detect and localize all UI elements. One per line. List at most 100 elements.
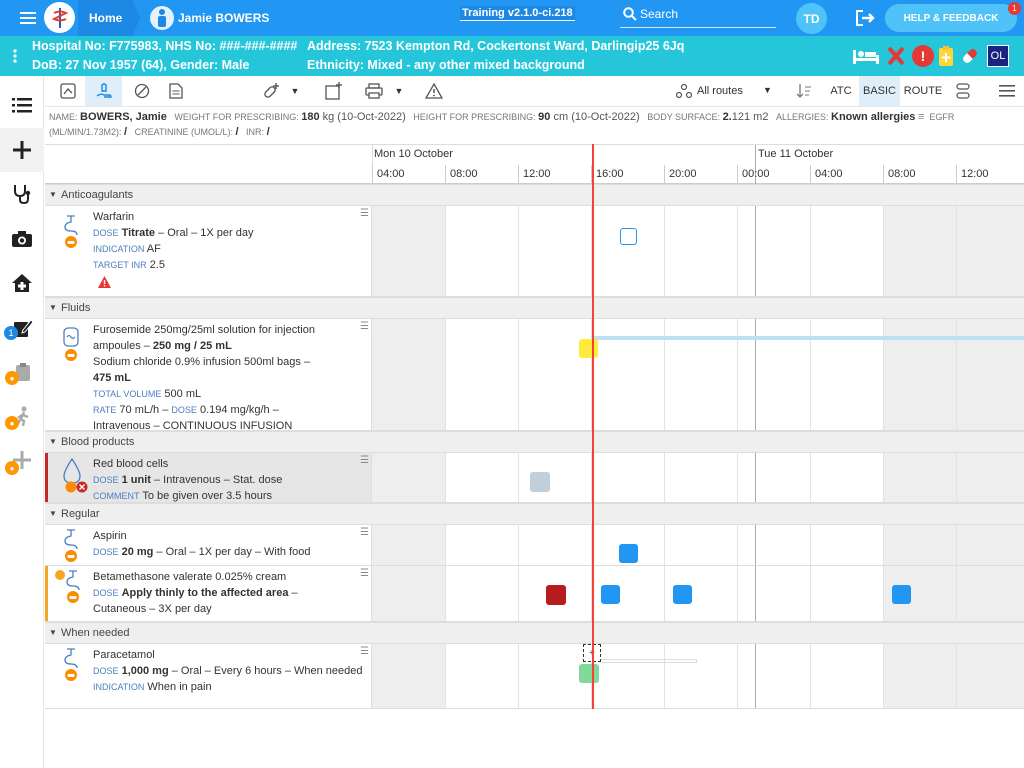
hour-tick <box>664 165 665 185</box>
grid-line <box>737 319 738 430</box>
volume-value: 500 mL <box>161 388 202 400</box>
view-document-icon[interactable] <box>159 76 193 106</box>
list-icon[interactable] <box>0 83 44 127</box>
allergies-list-icon[interactable]: ≡ <box>917 111 925 123</box>
section-blood-products[interactable]: ▼ Blood products <box>45 431 1024 453</box>
locked-walking-icon[interactable] <box>0 394 44 438</box>
locked-clipboard-icon[interactable] <box>0 350 44 394</box>
timeline-grid <box>372 453 1024 502</box>
tab-route[interactable]: ROUTE <box>903 85 943 97</box>
hamburger-menu-icon[interactable] <box>14 8 42 28</box>
routes-select[interactable]: All routes ▼ <box>695 76 787 106</box>
add-medication-icon[interactable] <box>257 76 285 106</box>
stat-dose-marker[interactable] <box>530 472 550 492</box>
tab-atc[interactable]: ATC <box>830 85 852 97</box>
scheduled-dose-marker[interactable] <box>892 585 911 604</box>
grid-line <box>737 644 738 708</box>
scheduled-dose-marker[interactable] <box>620 228 637 245</box>
search-input[interactable]: Search <box>620 4 776 28</box>
section-fluids[interactable]: ▼ Fluids <box>45 297 1024 319</box>
help-feedback-button[interactable]: HELP & FEEDBACK <box>885 4 1017 32</box>
lock-icon: ● <box>5 371 19 385</box>
logout-icon[interactable] <box>852 8 878 28</box>
top-bar: Home Jamie BOWERS Training v2.1.0-ci.218… <box>0 0 1024 36</box>
locked-add-icon[interactable] <box>0 438 44 482</box>
warning-triangle-icon[interactable] <box>97 275 111 289</box>
user-avatar[interactable]: TD <box>796 3 827 34</box>
hour-label: 20:00 <box>669 168 697 180</box>
med-row-aspirin[interactable]: Aspirin DOSE 20 mg – Oral – 1X per day –… <box>45 525 1024 566</box>
view-pill-icon[interactable] <box>125 76 159 106</box>
help-notification-badge: 1 <box>1008 2 1021 15</box>
infusion-start-marker[interactable] <box>579 339 598 358</box>
print-icon[interactable] <box>359 76 389 106</box>
hour-label: 16:00 <box>596 168 624 180</box>
row-menu-icon[interactable]: ☰ <box>360 568 369 579</box>
grid-line <box>518 525 519 565</box>
bed-icon[interactable] <box>851 45 881 67</box>
med-row-red-blood-cells[interactable]: Red blood cells DOSE 1 unit – Intravenou… <box>45 453 1024 503</box>
hour-label: 04:00 <box>815 168 843 180</box>
row-menu-icon[interactable]: ☰ <box>360 321 369 332</box>
section-title: When needed <box>61 627 130 639</box>
stethoscope-icon[interactable] <box>0 172 44 216</box>
dose-value: 1,000 mg <box>121 665 169 677</box>
group-icon[interactable] <box>951 76 975 106</box>
lock-icon: ● <box>5 461 19 475</box>
grid-line <box>664 319 665 430</box>
order-set-icon[interactable] <box>319 76 349 106</box>
collapse-caret-icon: ▼ <box>49 509 57 518</box>
add-icon[interactable] <box>0 128 44 172</box>
ol-badge[interactable]: OL <box>987 45 1009 67</box>
row-menu-icon[interactable]: ☰ <box>360 646 369 657</box>
egfr-value: / <box>124 126 128 138</box>
missed-dose-marker[interactable] <box>546 585 566 605</box>
view-hand-dose-icon[interactable] <box>85 76 122 106</box>
infusion-bar[interactable] <box>591 336 1024 340</box>
resuscitation-status-icon[interactable] <box>885 44 907 68</box>
menu-icon[interactable] <box>993 76 1021 106</box>
row-menu-icon[interactable]: ☰ <box>360 455 369 466</box>
pill-icon[interactable] <box>958 44 982 68</box>
warning-icon[interactable] <box>421 76 447 106</box>
row-menu-icon[interactable]: ☰ <box>360 527 369 538</box>
tab-basic[interactable]: BASIC <box>859 76 900 106</box>
home-breadcrumb[interactable]: Home <box>78 0 140 36</box>
grid-line <box>883 525 884 565</box>
day-divider <box>755 644 756 708</box>
indication-label: INDICATION <box>93 244 145 254</box>
med-row-warfarin[interactable]: Warfarin DOSE Titrate – Oral – 1X per da… <box>45 206 1024 297</box>
hour-label: 08:00 <box>450 168 478 180</box>
med-row-paracetamol[interactable]: Paracetamol DOSE 1,000 mg – Oral – Every… <box>45 644 1024 709</box>
allergies-value[interactable]: Known allergies <box>831 111 916 123</box>
sort-icon[interactable] <box>793 76 815 106</box>
section-when-needed[interactable]: ▼ When needed <box>45 622 1024 644</box>
night-shade <box>372 566 445 621</box>
clipboard-icon[interactable] <box>937 43 955 69</box>
add-medication-dropdown-icon[interactable]: ▼ <box>290 86 300 96</box>
scheduled-dose-marker[interactable] <box>673 585 692 604</box>
section-regular[interactable]: ▼ Regular <box>45 503 1024 525</box>
view-chart-icon[interactable] <box>51 76 85 106</box>
medication-chart: Mon 10 October Tue 11 October 04:00 08:00… <box>45 144 1024 768</box>
scheduled-dose-marker[interactable] <box>619 544 638 563</box>
more-vertical-icon[interactable] <box>8 46 22 66</box>
prn-interval-bar <box>601 659 697 663</box>
camera-icon[interactable] <box>0 217 44 261</box>
print-dropdown-icon[interactable]: ▼ <box>394 86 404 96</box>
target-inr-value: 2.5 <box>146 259 166 271</box>
grid-line <box>737 453 738 502</box>
routes-icon <box>673 76 695 106</box>
home-medical-icon[interactable] <box>0 261 44 305</box>
section-anticoagulants[interactable]: ▼ Anticoagulants <box>45 184 1024 206</box>
patient-name[interactable]: Jamie BOWERS <box>178 11 270 25</box>
prn-dose-given-marker[interactable] <box>579 664 599 683</box>
alert-icon[interactable]: ! <box>912 45 934 67</box>
med-row-betamethasone[interactable]: Betamethasone valerate 0.025% cream DOSE… <box>45 566 1024 622</box>
grid-line <box>445 453 446 502</box>
scheduled-dose-marker[interactable] <box>601 585 620 604</box>
hour-label: 12:00 <box>523 168 551 180</box>
grid-line <box>518 644 519 708</box>
night-shade <box>883 453 956 502</box>
row-menu-icon[interactable]: ☰ <box>360 208 369 219</box>
